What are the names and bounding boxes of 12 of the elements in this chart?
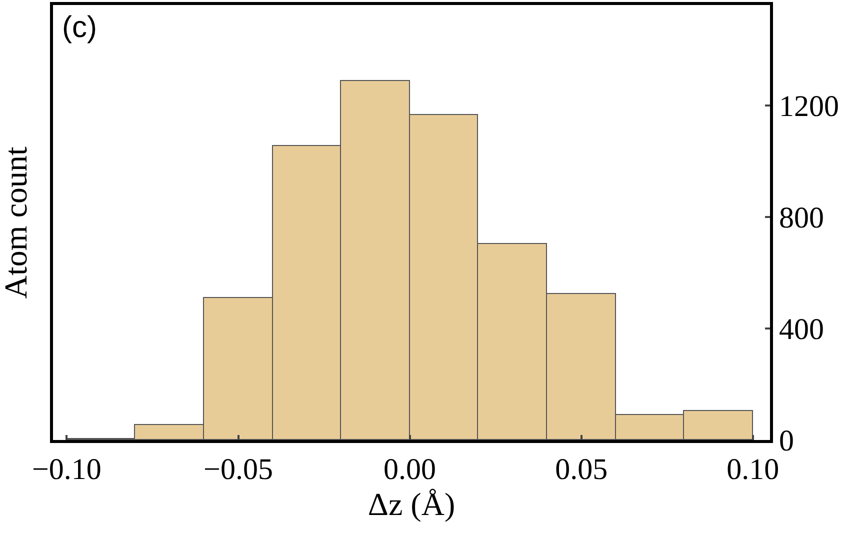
annotation: (c) (62, 11, 97, 44)
y-tick-label: 1200 (779, 90, 839, 123)
x-axis-title: Δz (Å) (368, 486, 456, 522)
x-tick-label: 0.00 (384, 453, 436, 486)
y-axis-title: Atom count (0, 146, 34, 299)
x-tick-label: 0.10 (726, 453, 780, 486)
y-tick-label: 0 (779, 424, 794, 458)
y-tick-label: 400 (779, 312, 824, 346)
x-tick-label: 0.05 (555, 453, 608, 486)
x-tick-label: −0.10 (32, 453, 102, 486)
y-tick-label: 800 (779, 201, 824, 234)
x-tick-label: −0.05 (204, 453, 273, 486)
